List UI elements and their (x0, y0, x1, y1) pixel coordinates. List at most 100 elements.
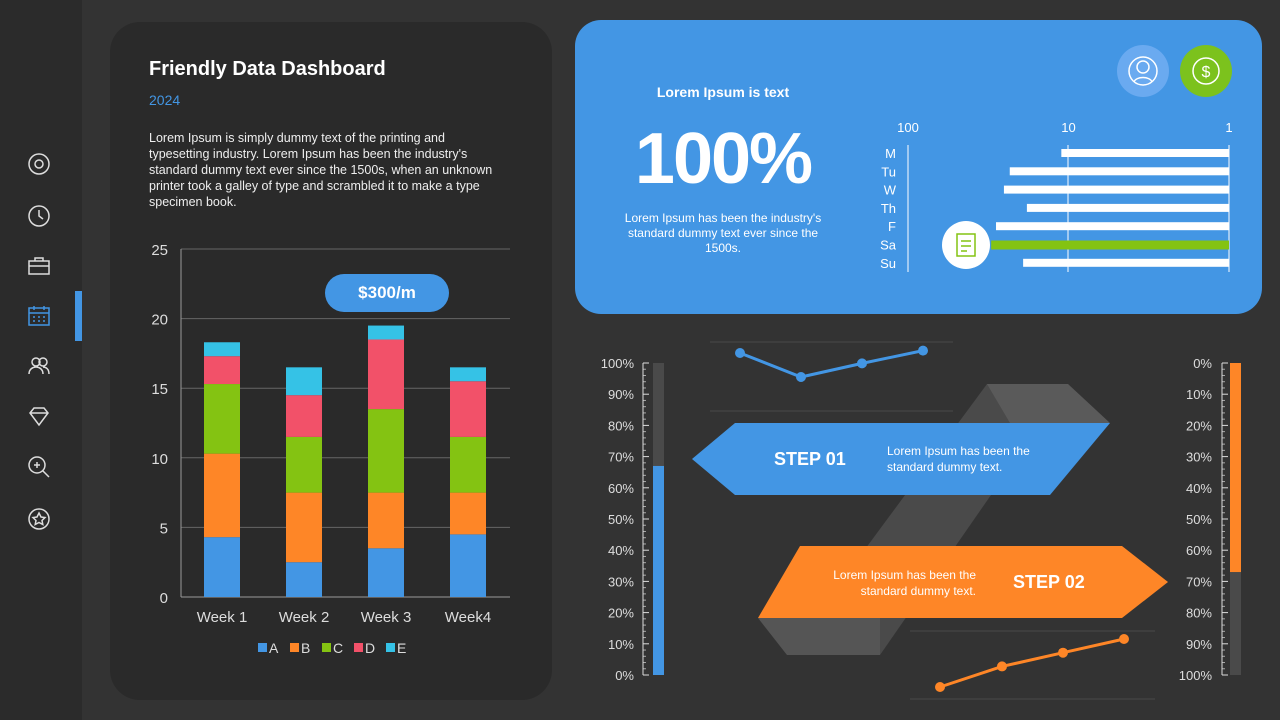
gauge-tick-label: 30% (1186, 450, 1212, 465)
bar-segment-C (368, 409, 404, 493)
step-02-arrow (758, 546, 1168, 618)
ribbon-fold (758, 618, 880, 655)
legend-label: B (301, 640, 310, 656)
zoom-icon[interactable] (26, 454, 52, 480)
line-point (1058, 647, 1068, 658)
page-title: Friendly Data Dashboard (149, 58, 386, 80)
bar-segment-E (450, 367, 486, 382)
bar-segment-A (368, 548, 404, 597)
gauge-tick-label: 40% (1186, 481, 1212, 496)
bar-segment-D (450, 381, 486, 437)
step-02-label: STEP 02 (1013, 572, 1085, 592)
bar-segment-D (204, 356, 240, 385)
bar-segment-C (286, 436, 322, 493)
gauge-tick-label: 80% (1186, 606, 1212, 621)
x-tick-label: Week 3 (361, 609, 412, 626)
step-01-label: STEP 01 (774, 449, 846, 469)
bar-segment-B (368, 492, 404, 549)
bar-segment-E (204, 342, 240, 357)
line-series (939, 637, 1125, 689)
gauge-fill (653, 465, 664, 675)
y-tick-label: 15 (151, 381, 168, 398)
ribbon-fold (987, 384, 1110, 423)
gauge-tick-label: 100% (601, 356, 635, 371)
line-point (997, 661, 1007, 672)
y-tick-label: 10 (151, 451, 168, 468)
x-tick-label: Week 1 (197, 609, 248, 626)
line-point (935, 682, 945, 692)
settings-icon[interactable] (26, 151, 52, 177)
legend-swatch (258, 643, 267, 652)
highlight-text: Lorem Ipsum has been the industry's stan… (624, 211, 822, 255)
gauge-tick-label: 60% (1186, 543, 1212, 558)
gauge-tick-label: 80% (608, 418, 634, 433)
calendar-icon[interactable] (26, 303, 52, 329)
legend-swatch (290, 643, 299, 652)
legend-swatch (386, 643, 395, 652)
year-label: 2024 (149, 92, 181, 108)
bar-segment-D (286, 395, 322, 437)
bar-segment-C (450, 436, 486, 493)
legend-label: A (269, 640, 279, 656)
bar-segment-A (286, 562, 322, 597)
legend-label: E (397, 640, 406, 656)
users-icon[interactable] (26, 353, 52, 379)
bar-segment-B (286, 492, 322, 563)
bar-segment-C (204, 384, 240, 454)
step-01-text: Lorem Ipsum has been the standard dummy … (887, 444, 1030, 474)
gauge-tick-label: 60% (608, 481, 634, 496)
legend-swatch (322, 643, 331, 652)
gauge-fill (1230, 363, 1241, 573)
x-tick-label: Week 2 (279, 609, 330, 626)
bar-segment-A (204, 537, 240, 597)
sidebar (0, 0, 82, 720)
line-point (918, 345, 928, 356)
gauge-tick-label: 20% (608, 606, 634, 621)
gauge-tick-label: 40% (608, 543, 634, 558)
briefcase-icon[interactable] (26, 253, 52, 279)
y-tick-label: 5 (160, 520, 168, 537)
highlight-value: 100% (634, 119, 813, 199)
gauge-tick-label: 0% (615, 668, 634, 683)
gauge-tick-label: 90% (1186, 637, 1212, 652)
gauge-tick-label: 50% (608, 512, 634, 527)
x-tick-label: Week4 (445, 609, 491, 626)
legend-swatch (354, 643, 363, 652)
bar-segment-B (204, 453, 240, 538)
clock-icon[interactable] (26, 203, 52, 229)
bar-segment-A (450, 534, 486, 597)
gauge-tick-label: 10% (608, 637, 634, 652)
star-icon[interactable] (26, 506, 52, 532)
gauge-tick-label: 70% (608, 450, 634, 465)
line-point (735, 348, 745, 358)
line-series (739, 349, 924, 379)
y-tick-label: 20 (151, 312, 168, 329)
active-indicator (75, 291, 82, 341)
legend-label: D (365, 640, 375, 656)
line-point (796, 372, 806, 382)
y-tick-label: 0 (160, 590, 168, 607)
gauge-tick-label: 100% (1179, 668, 1213, 683)
gauge-tick-label: 10% (1186, 387, 1212, 402)
price-badge: $300/m (325, 274, 449, 312)
gauge-tick-label: 20% (1186, 418, 1212, 433)
gauge-tick-label: 90% (608, 387, 634, 402)
bar-segment-E (368, 325, 404, 340)
gauge-tick-label: 50% (1186, 512, 1212, 527)
description: Lorem Ipsum is simply dummy text of the … (149, 131, 493, 209)
bar-segment-B (450, 492, 486, 535)
step-02-text: Lorem Ipsum has been the standard dummy … (833, 568, 976, 598)
line-point (857, 358, 867, 369)
gauge-tick-label: 70% (1186, 574, 1212, 589)
gauge-tick-label: 0% (1193, 356, 1212, 371)
highlight-heading: Lorem Ipsum is text (656, 84, 790, 100)
line-point (1119, 634, 1129, 644)
legend-label: C (333, 640, 343, 656)
diamond-icon[interactable] (26, 403, 52, 429)
bar-segment-D (368, 339, 404, 410)
y-tick-label: 25 (151, 242, 168, 259)
step-01-arrow (692, 423, 1110, 495)
bar-segment-E (286, 367, 322, 396)
gauge-tick-label: 30% (608, 574, 634, 589)
